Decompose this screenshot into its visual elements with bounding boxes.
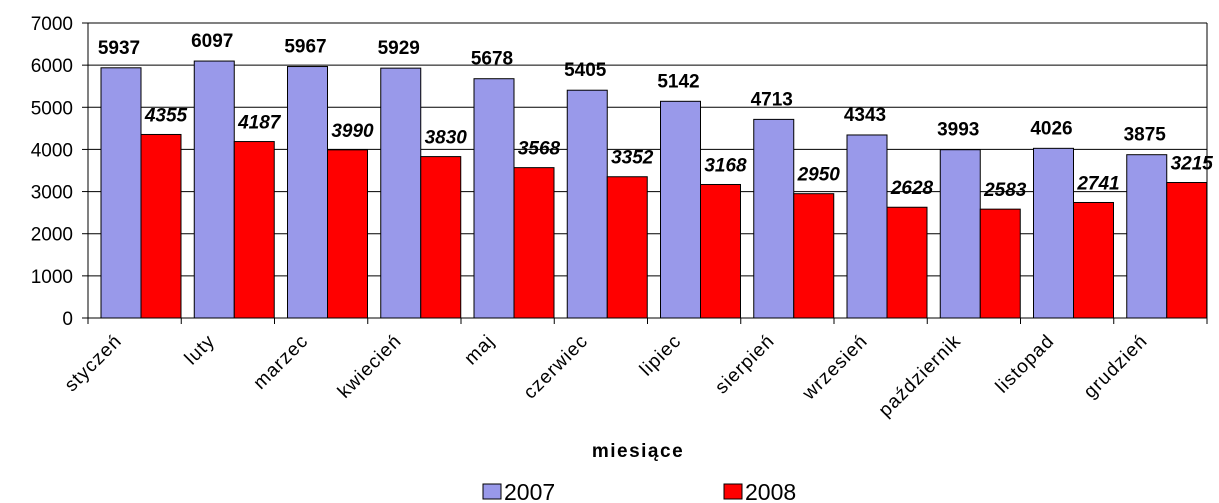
bar-2007 [100, 67, 142, 319]
data-label-2007: 6097 [191, 31, 233, 52]
bar-2008 [606, 176, 648, 319]
bar-2007 [939, 149, 981, 319]
data-label-2007: 4343 [844, 105, 886, 126]
bar-2007 [846, 134, 888, 319]
bar-2008 [1073, 201, 1114, 319]
data-label-2008: 4355 [144, 105, 188, 126]
legend: 2007 2008 [482, 479, 796, 503]
x-tick-label: czerwiec [520, 331, 593, 404]
data-labels: 5937 4355 6097 4187 5967 3990 5929 3830 5678 3568… [98, 31, 1213, 201]
x-tick-label: grudzień [1080, 331, 1152, 403]
bar-2008 [886, 206, 928, 319]
data-label-2007: 5142 [657, 71, 699, 92]
x-tick-label: lipiec [636, 331, 686, 381]
x-tick-label: sierpień [711, 331, 779, 399]
bar-2008 [233, 141, 275, 319]
data-label-2008: 3990 [331, 121, 374, 142]
data-label-2007: 5937 [98, 38, 140, 59]
bar-2007 [193, 60, 235, 319]
bar-2008 [140, 133, 182, 319]
x-tick-label: styczeń [61, 331, 126, 396]
y-tick-label: 6000 [31, 56, 73, 77]
bar-2008 [700, 183, 741, 319]
y-tick-label: 5000 [31, 98, 73, 119]
data-label-2007: 4026 [1030, 118, 1072, 139]
bar-2007 [1033, 147, 1074, 319]
bar-2007 [287, 66, 328, 319]
data-label-2008: 2741 [1076, 173, 1119, 194]
x-tick-label: wrzesień [798, 331, 872, 405]
x-tick-label: listopad [992, 331, 1059, 398]
data-label-2007: 5405 [564, 60, 607, 81]
legend-swatch-2008 [723, 483, 743, 500]
bar-2008 [420, 156, 462, 319]
data-label-2008: 3215 [1171, 154, 1214, 175]
legend-label-2007: 2007 [504, 479, 555, 503]
legend-swatch-2007 [482, 483, 502, 500]
x-axis-title: miesiące [592, 441, 684, 462]
bar-2008 [1166, 182, 1208, 319]
data-label-2008: 3168 [704, 155, 747, 176]
bar-2007 [566, 89, 608, 319]
data-label-2008: 3568 [518, 139, 561, 160]
data-label-2008: 3352 [611, 148, 654, 169]
data-label-2007: 3875 [1124, 125, 1167, 146]
x-tick-label: październik [875, 331, 966, 422]
data-label-2007: 5929 [378, 38, 420, 59]
data-label-2008: 2583 [983, 180, 1027, 201]
bar-2008 [979, 208, 1021, 319]
bar-2007 [380, 67, 422, 319]
legend-label-2008: 2008 [745, 479, 796, 503]
bar-2007 [473, 78, 515, 319]
data-label-2007: 4713 [751, 89, 793, 110]
bar-2007 [660, 100, 701, 319]
x-tick-label: kwiecień [334, 331, 406, 403]
y-tick-label: 7000 [31, 14, 73, 35]
x-tick-label: marzec [250, 331, 313, 394]
bar-2007 [753, 118, 795, 319]
bar-2008 [327, 149, 368, 319]
x-tick-label: luty [181, 331, 220, 370]
bars [100, 60, 1208, 319]
data-label-2007: 5967 [284, 37, 326, 58]
x-tick-label: maj [461, 331, 500, 370]
bar-2008 [793, 193, 835, 319]
y-tick-label: 1000 [31, 267, 73, 288]
y-tick-label: 3000 [31, 183, 73, 204]
data-label-2008: 3830 [425, 128, 468, 149]
data-label-2007: 3993 [937, 120, 979, 141]
data-label-2008: 2950 [797, 165, 841, 186]
data-label-2008: 4187 [237, 113, 282, 134]
data-label-2008: 2628 [890, 178, 934, 199]
data-label-2007: 5678 [471, 49, 513, 70]
y-tick-label: 0 [62, 309, 73, 330]
y-tick-label: 2000 [31, 225, 73, 246]
bar-2007 [1126, 154, 1168, 319]
y-tick-label: 4000 [31, 140, 73, 161]
bar-2008 [513, 167, 555, 319]
